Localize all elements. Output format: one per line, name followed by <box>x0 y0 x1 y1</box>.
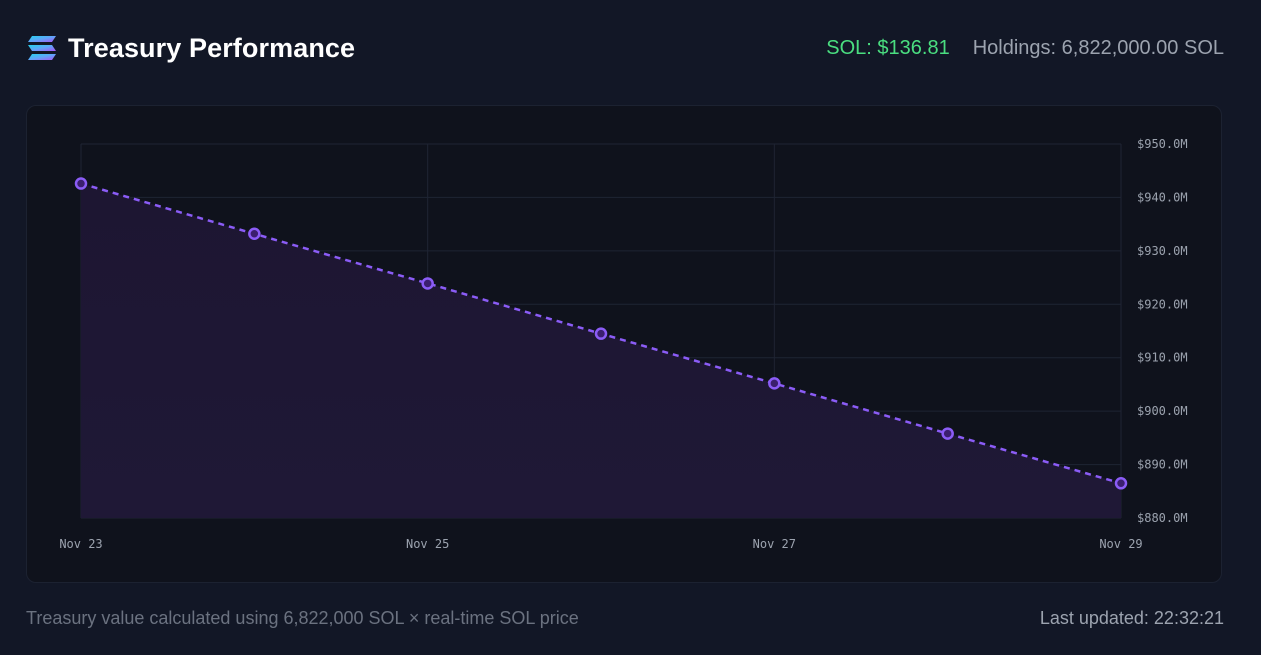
holdings: Holdings: 6,822,000.00 SOL <box>972 36 1224 59</box>
y-tick-label: $890.0M <box>1137 458 1188 472</box>
y-tick-label: $930.0M <box>1137 244 1188 258</box>
header: Treasury Performance SOL: $136.81 Holdin… <box>26 28 1224 68</box>
data-point[interactable]: Nov 29: $886.5M <box>1114 477 1128 490</box>
y-tick-label: $880.0M <box>1137 511 1188 525</box>
stats: SOL: $136.81 Holdings: 6,822,000.00 SOL <box>826 37 1224 60</box>
x-tick-label: Nov 23 <box>59 537 102 551</box>
sol-price: SOL: $136.81 <box>826 36 950 59</box>
solana-logo-icon <box>28 36 56 60</box>
area-fill <box>81 183 1121 518</box>
points-layer: Nov 23: $942.6M Nov 24: $933.2M Nov 25: $9… <box>74 177 1128 490</box>
data-point[interactable]: Nov 26: $914.5M <box>594 327 608 340</box>
chart-card[interactable]: Nov 23: $942.6M Nov 24: $933.2M Nov 25: $9… <box>26 105 1222 583</box>
title-group: Treasury Performance <box>26 33 355 64</box>
calculation-note: Treasury value calculated using 6,822,00… <box>26 608 579 628</box>
data-point[interactable]: Nov 27: $905.2M <box>768 377 781 390</box>
x-tick-label: Nov 25 <box>406 537 449 551</box>
last-updated: Last updated: 22:32:21 <box>1039 608 1224 628</box>
y-tick-label: $950.0M <box>1137 137 1188 151</box>
page-title: Treasury Performance <box>68 32 356 63</box>
data-point[interactable]: Nov 23: $942.6M <box>74 177 88 190</box>
y-axis: $950.0M $940.0M $930.0M $920.0M $910.0M $900.… <box>1137 137 1188 525</box>
treasury-chart[interactable]: Nov 23: $942.6M Nov 24: $933.2M Nov 25: $9… <box>27 106 1222 583</box>
y-tick-label: $910.0M <box>1137 351 1188 365</box>
data-point[interactable]: Nov 28: $895.8M <box>941 427 954 440</box>
data-point[interactable]: Nov 24: $933.2M <box>248 227 261 241</box>
x-tick-label: Nov 27 <box>753 537 796 551</box>
x-tick-label: Nov 29 <box>1099 537 1142 551</box>
data-point[interactable]: Nov 25: $923.9M <box>421 277 434 290</box>
y-tick-label: $940.0M <box>1137 190 1188 204</box>
footer: Treasury value calculated using 6,822,00… <box>26 608 1224 629</box>
y-tick-label: $900.0M <box>1137 404 1188 418</box>
y-tick-label: $920.0M <box>1137 297 1188 311</box>
x-axis: Nov 23 Nov 25 Nov 27 Nov 29 <box>59 537 1142 551</box>
